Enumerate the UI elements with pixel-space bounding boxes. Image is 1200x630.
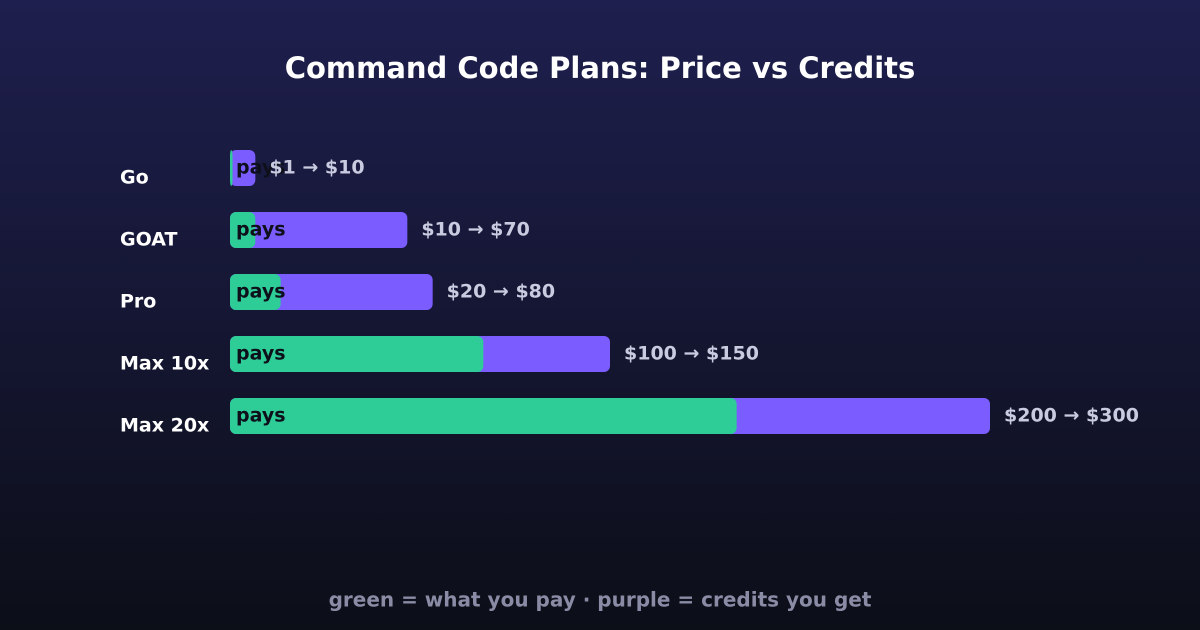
chart-title: Command Code Plans: Price vs Credits [285,51,916,85]
category-label: GOAT [120,229,177,251]
bar [230,150,233,186]
bar-label: pays [236,281,286,303]
value-label: $10 → $70 [421,219,529,241]
category-label: Pro [120,291,156,313]
category-label: Max 10x [120,353,209,375]
bar-label: pays [236,157,286,179]
bar [230,150,256,186]
category-label: Go [120,167,149,189]
value-label: $1 → $10 [269,157,364,179]
value-label: $20 → $80 [447,281,555,303]
bar [230,336,484,372]
legend-note: green = what you pay · purple = credits … [329,588,872,612]
bar-label: pays [236,405,286,427]
bar [230,274,281,310]
bar [230,212,408,248]
bar [230,212,256,248]
bar-label: pays [236,219,286,241]
bar-label: pays [236,343,286,365]
value-label: $200 → $300 [1004,405,1139,427]
bar [230,274,433,310]
category-label: Max 20x [120,415,209,437]
bar [230,398,737,434]
value-label: $100 → $150 [624,343,759,365]
